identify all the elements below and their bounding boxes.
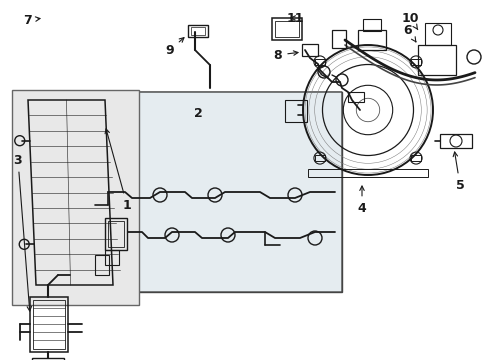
Bar [314,155,324,161]
Text: 5: 5 [452,152,464,192]
Bar [307,169,427,177]
Bar [191,27,204,35]
Bar [95,255,109,275]
Bar [357,30,385,50]
Polygon shape [75,92,341,292]
Bar [187,25,207,37]
Text: 1: 1 [105,129,131,212]
Bar [410,155,420,161]
Bar [362,19,380,31]
Bar [424,23,450,45]
Text: 11: 11 [285,12,303,24]
Text: 10: 10 [401,12,418,30]
Text: 8: 8 [273,49,297,62]
Bar [105,218,127,250]
Text: 2: 2 [193,107,202,120]
Text: 7: 7 [23,14,40,27]
Bar [12,90,139,305]
Bar [285,100,306,122]
Bar [30,297,68,352]
Bar [32,358,64,360]
Bar [410,59,420,65]
Text: 4: 4 [357,186,366,215]
Bar [417,45,455,75]
Bar [439,134,471,148]
Text: 6: 6 [403,23,415,42]
Bar [105,250,119,265]
Bar [271,18,302,40]
Bar [274,21,298,37]
Bar [75,92,341,292]
Bar [302,44,317,56]
Text: 3: 3 [14,153,32,311]
Bar [347,92,363,102]
Bar [33,300,65,349]
Text: 9: 9 [165,38,183,57]
Bar [108,221,124,247]
Bar [314,59,324,65]
Bar [331,30,346,48]
